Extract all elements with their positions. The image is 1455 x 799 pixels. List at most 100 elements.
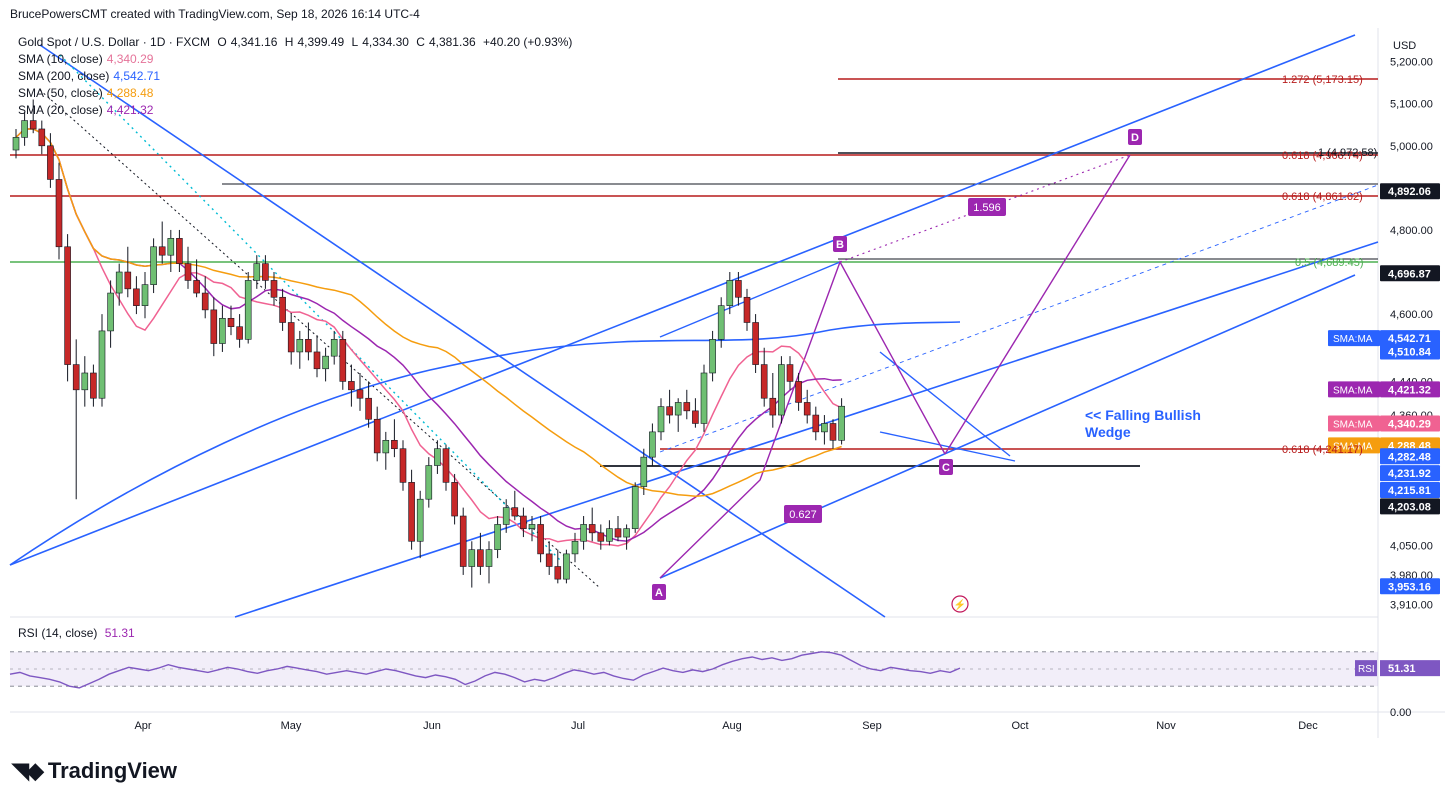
ohlc-open: O 4,341.16	[217, 35, 278, 49]
sma-tag-box	[1328, 437, 1380, 454]
indicator-row-sma20[interactable]: SMA (20, close) 4,421.32	[18, 102, 576, 119]
candle-down	[511, 507, 519, 517]
candle-down	[442, 448, 450, 483]
price-chart[interactable]: 5,200.00 5,100.00 5,000.00 4,800.00 4,600.00…	[0, 0, 1455, 745]
time-axis-label: Jul	[571, 720, 585, 732]
candle-down	[158, 246, 166, 256]
candle-up	[21, 120, 28, 138]
ratio-text: 1.596	[973, 202, 1001, 214]
time-axis-label: Oct	[1011, 720, 1028, 732]
indicator-row-sma50[interactable]: SMA (50, close) 4,288.48	[18, 85, 576, 102]
sma-tag-text: SMA:MA	[1333, 441, 1373, 452]
annotation-line2: Wedge	[1085, 424, 1131, 440]
candle-down	[133, 288, 140, 306]
axis-price-tag	[1380, 183, 1440, 200]
rsi-tag-text: RSI	[1358, 664, 1375, 675]
candle-down	[279, 296, 286, 323]
candle-down	[227, 317, 235, 328]
price-tick-label: 4,800.00	[1390, 225, 1433, 237]
price-tick-label: 5,100.00	[1390, 99, 1433, 111]
candle-down	[339, 339, 347, 382]
candle-up	[330, 339, 338, 357]
ohlc-high: H 4,399.49	[284, 35, 345, 49]
fib-label: 1.272 (5,173.15)	[1282, 74, 1363, 86]
price-tick-label: 5,000.00	[1390, 141, 1433, 153]
sma-10-line	[15, 128, 842, 547]
price-tick-label: 5,200.00	[1390, 57, 1433, 69]
candle-down	[588, 524, 596, 534]
indicator-value: 4,340.29	[106, 52, 154, 66]
indicator-row-sma200[interactable]: SMA (200, close) 4,542.71	[18, 68, 576, 85]
candle-down	[348, 381, 355, 391]
indicator-label: SMA (20, close)	[18, 103, 103, 117]
axis-price-tag	[1380, 465, 1440, 482]
candle-down	[683, 402, 691, 412]
candle-up	[606, 528, 613, 542]
candle-up	[717, 305, 725, 340]
ohlc-close: C 4,381.36	[416, 35, 476, 49]
axis-price-tag	[1380, 578, 1440, 595]
candle-up	[528, 524, 536, 529]
axis-price-tag	[1380, 330, 1440, 347]
sma-tag-text: SMA:MA	[1333, 334, 1373, 345]
axis-price-tag	[1380, 448, 1440, 465]
candle-down	[520, 515, 527, 529]
symbol-row: Gold Spot / U.S. Dollar · 1D · FXCM O 4,3…	[18, 34, 576, 51]
axis-price-text: 4,696.87	[1388, 268, 1431, 280]
channel-mid-line	[234, 241, 1379, 618]
sma-tag-text: SMA:MA	[1333, 385, 1373, 396]
tradingview-logo[interactable]: ◥◆ TradingView	[12, 758, 177, 784]
axis-price-text: 4,421.32	[1388, 384, 1431, 396]
indicator-row-sma10[interactable]: SMA (10, close) 4,340.29	[18, 51, 576, 68]
ohlc-low: L 4,334.30	[351, 35, 409, 49]
time-axis-label: Jun	[423, 720, 441, 732]
axis-price-text: 4,510.84	[1388, 347, 1432, 359]
candle-down	[459, 515, 467, 567]
candle-up	[631, 486, 639, 529]
axis-price-text: 4,203.08	[1388, 501, 1431, 513]
pattern-point-label: B	[836, 239, 844, 251]
candle-down	[270, 280, 278, 298]
candle-up	[382, 439, 390, 454]
candle-down	[829, 423, 837, 441]
candle-up	[253, 263, 261, 281]
price-change: +40.20 (+0.93%)	[483, 35, 573, 49]
candle-down	[176, 238, 183, 264]
candle-up	[434, 448, 441, 466]
indicator-label: SMA (10, close)	[18, 52, 103, 66]
axis-price-text: 4,892.06	[1388, 186, 1431, 198]
fib-label: 0.618 (4,241.17)	[1282, 444, 1363, 456]
rsi-legend[interactable]: RSI (14, close) 51.31	[18, 626, 135, 640]
candle-down	[408, 482, 415, 542]
candle-up	[485, 549, 493, 567]
event-flash-glyph: ⚡	[954, 598, 966, 611]
candle-up	[167, 238, 175, 256]
time-axis-label: Dec	[1298, 720, 1318, 732]
candle-down	[356, 389, 364, 399]
tradingview-brand: TradingView	[47, 758, 178, 783]
candle-down	[477, 549, 484, 567]
channel-upper-line	[9, 34, 1356, 566]
fib-label: 0.5 (4,689.45)	[1295, 257, 1364, 269]
rsi-line	[9, 651, 961, 689]
ratio-box	[968, 198, 1006, 216]
sma-tag-box	[1328, 381, 1380, 398]
axis-price-tag	[1380, 265, 1440, 282]
ratio-box	[784, 505, 822, 523]
indicator-value: 4,421.32	[106, 103, 154, 117]
candle-down	[373, 418, 381, 454]
price-tick-label: 3,910.00	[1390, 599, 1433, 611]
pattern-point-box	[1128, 129, 1142, 145]
candle-down	[769, 397, 777, 416]
candle-down	[812, 414, 820, 433]
candle-down	[64, 246, 71, 365]
candle-down	[201, 292, 209, 311]
candle-down	[554, 566, 562, 580]
axis-price-tag	[1380, 381, 1440, 398]
dotted-trendline-cyan	[59, 54, 561, 561]
indicator-label: SMA (200, close)	[18, 69, 110, 83]
candle-down	[29, 120, 37, 130]
candle-up	[296, 339, 304, 353]
candle-up	[821, 423, 828, 433]
sma-200-line	[9, 321, 961, 566]
